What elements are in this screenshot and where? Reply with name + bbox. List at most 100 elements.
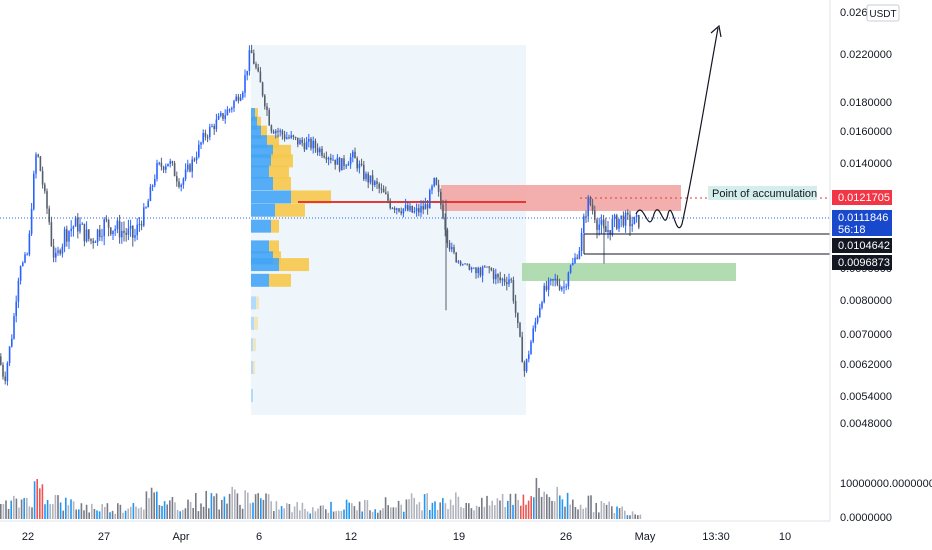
volume-bar [637, 515, 639, 519]
volume-bar [314, 511, 317, 519]
candle-body [341, 158, 343, 171]
candle-body [290, 135, 292, 138]
candle-body [138, 224, 141, 226]
candle-body [358, 163, 361, 169]
volume-bar [46, 499, 49, 519]
currency-badge[interactable] [866, 4, 900, 22]
candle-body [198, 144, 200, 157]
candle-body [213, 126, 215, 130]
volume-bar [309, 513, 311, 519]
candle-body [59, 250, 61, 254]
volume-bar [106, 503, 109, 519]
volume-bar [332, 511, 335, 519]
volume-bar [239, 504, 241, 519]
candle-body [253, 53, 255, 64]
volume-bar [436, 509, 439, 519]
volume-bar [468, 503, 470, 519]
volume-bar [470, 508, 473, 519]
volume-bar [267, 494, 270, 519]
volume-bar [119, 504, 122, 519]
price-tick-label: 0.0140000 [840, 158, 892, 170]
candle-body [345, 165, 347, 167]
candle-body [558, 284, 561, 290]
candle-body [455, 252, 457, 262]
volume-profile-range [251, 45, 526, 415]
volume-bar [483, 506, 486, 519]
volume-bar [338, 510, 340, 519]
volume-bar [44, 504, 46, 519]
volume-bar [499, 500, 501, 519]
candle-body [503, 278, 506, 283]
candle-body [48, 208, 50, 223]
candle-body [444, 218, 446, 230]
volume-bar [10, 500, 12, 519]
support-zone[interactable] [522, 263, 736, 281]
volume-bar [481, 497, 483, 519]
volume-bar [452, 505, 454, 519]
candle-body [429, 190, 431, 209]
volume-bar [590, 495, 592, 519]
profile-bar-sell [271, 219, 279, 233]
time-tick-label: 19 [453, 531, 465, 543]
candle-body [402, 208, 405, 214]
candlesticks [0, 44, 640, 386]
volume-bar [527, 500, 530, 519]
volume-bar [395, 507, 397, 519]
candle-body [343, 158, 345, 166]
volume-bar [517, 499, 519, 519]
candle-body [19, 266, 22, 281]
candle-body [426, 204, 429, 209]
candle-body [446, 229, 449, 244]
volume-bar [195, 492, 197, 519]
volume-tick-label: 0.0000000 [840, 512, 892, 524]
candle-body [591, 204, 594, 211]
candle-body [536, 317, 539, 323]
volume-bar [0, 503, 2, 519]
volume-bar [598, 512, 600, 519]
profile-bar-buy [251, 338, 253, 352]
projection-path[interactable] [635, 27, 719, 228]
volume-bar [413, 497, 415, 519]
candle-body [330, 157, 332, 160]
profile-bar-buy [251, 165, 269, 179]
volume-profile [251, 108, 331, 402]
candle-body [182, 178, 185, 185]
candle-body [609, 230, 611, 235]
volume-bar [392, 507, 395, 519]
volume-bar [273, 511, 275, 519]
candle-body [622, 215, 625, 226]
candle-body [294, 137, 297, 139]
candle-body [215, 119, 218, 130]
volume-bar [455, 492, 457, 519]
time-axis[interactable]: 22 27 Apr 6 12 19 26 May 13:30 10 [22, 531, 791, 543]
candle-body [116, 220, 119, 230]
volume-bar [353, 506, 356, 519]
profile-bar-sell [253, 361, 255, 374]
candle-body [312, 140, 314, 149]
volume-bar [592, 512, 595, 519]
candle-body [638, 214, 640, 228]
candle-body [605, 226, 607, 233]
price-tick-label: 0.0180000 [840, 97, 892, 109]
volume-bar [595, 502, 597, 519]
volume-bar [387, 505, 389, 519]
volume-bar [317, 508, 319, 519]
volume-bar [187, 499, 189, 519]
volume-bar [28, 506, 31, 519]
candle-body [431, 186, 433, 191]
candle-body [316, 148, 319, 153]
candle-body [510, 279, 512, 281]
candle-body [411, 205, 413, 213]
volume-bar [304, 508, 306, 519]
candle-body [68, 231, 70, 242]
volume-bar [41, 484, 44, 519]
volume-bar [208, 508, 210, 519]
volume-bar [546, 494, 548, 519]
volume-bar [85, 504, 88, 519]
volume-bar [418, 502, 421, 519]
candle-body [618, 218, 620, 229]
candle-body [580, 232, 583, 251]
candle-body [202, 133, 204, 143]
volume-bar [559, 495, 561, 519]
